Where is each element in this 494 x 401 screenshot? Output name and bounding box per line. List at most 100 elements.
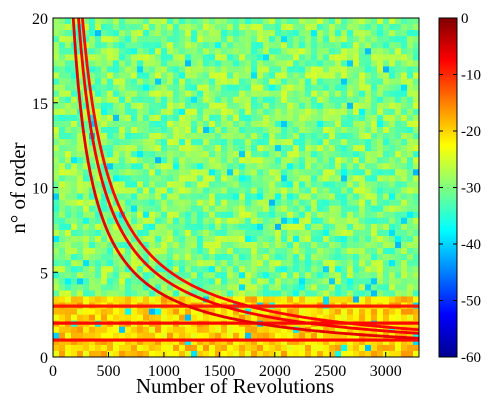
heatmap-cell: [233, 36, 240, 43]
heatmap-cell: [323, 169, 330, 176]
heatmap-cell: [317, 205, 324, 213]
heatmap-cell: [293, 284, 300, 292]
heatmap-cell: [65, 272, 72, 279]
heatmap-cell: [209, 314, 216, 322]
heatmap-cell: [245, 260, 252, 267]
heatmap-cell: [215, 284, 222, 292]
heatmap-cell: [281, 241, 288, 249]
heatmap-cell: [89, 248, 96, 255]
heatmap-cell: [173, 90, 180, 98]
heatmap-cell: [281, 133, 288, 140]
heatmap-cell: [65, 42, 72, 49]
heatmap-cell: [275, 181, 282, 189]
heatmap-cell: [293, 48, 300, 55]
heatmap-cell: [281, 151, 288, 158]
heatmap-cell: [179, 42, 186, 49]
heatmap-cell: [323, 54, 330, 61]
heatmap-cell: [383, 314, 390, 322]
heatmap-cell: [377, 126, 384, 134]
heatmap-cell: [257, 187, 264, 195]
heatmap-cell: [383, 278, 390, 285]
heatmap-cell: [263, 254, 270, 261]
heatmap-cell: [377, 175, 384, 183]
heatmap-cell: [149, 151, 156, 158]
heatmap-cell: [119, 157, 126, 164]
heatmap-cell: [119, 187, 126, 195]
heatmap-cell: [161, 199, 168, 207]
heatmap-cell: [287, 90, 294, 98]
heatmap-cell: [281, 211, 288, 219]
heatmap-cell: [377, 90, 384, 98]
heatmap-cell: [251, 314, 258, 322]
heatmap-cell: [389, 338, 396, 346]
heatmap-cell: [227, 223, 234, 231]
heatmap-cell: [383, 151, 390, 158]
heatmap-cell: [179, 169, 186, 176]
heatmap-cell: [119, 24, 126, 31]
heatmap-cell: [233, 296, 240, 304]
heatmap-cell: [407, 260, 414, 267]
heatmap-cell: [329, 350, 336, 357]
heatmap-cell: [395, 187, 402, 195]
heatmap-cell: [257, 126, 264, 134]
heatmap-cell: [299, 163, 306, 170]
heatmap-cell: [191, 133, 198, 140]
heatmap-cell: [401, 187, 408, 195]
heatmap-cell: [95, 266, 102, 273]
heatmap-cell: [245, 187, 252, 195]
heatmap-cell: [353, 108, 360, 116]
heatmap-cell: [119, 284, 126, 292]
heatmap-cell: [347, 223, 354, 231]
heatmap-cell: [191, 139, 198, 146]
heatmap-cell: [191, 24, 198, 31]
heatmap-cell: [167, 241, 174, 249]
heatmap-cell: [395, 54, 402, 61]
heatmap-cell: [233, 229, 240, 237]
heatmap-cell: [347, 169, 354, 176]
heatmap-cell: [233, 139, 240, 146]
heatmap-cell: [59, 229, 66, 237]
heatmap-cell: [407, 139, 414, 146]
heatmap-cell: [359, 181, 366, 189]
heatmap-cell: [401, 102, 408, 110]
heatmap-cell: [305, 169, 312, 176]
heatmap-cell: [341, 284, 348, 292]
heatmap-cell: [269, 260, 276, 267]
heatmap-cell: [179, 296, 186, 304]
heatmap-cell: [395, 254, 402, 261]
heatmap-cell: [77, 272, 84, 279]
heatmap-cell: [353, 187, 360, 195]
heatmap-cell: [317, 211, 324, 219]
heatmap-cell: [155, 54, 162, 61]
heatmap-cell: [155, 344, 162, 352]
heatmap-cell: [323, 284, 330, 292]
heatmap-cell: [359, 145, 366, 152]
heatmap-cell: [281, 175, 288, 183]
heatmap-cell: [143, 72, 150, 80]
heatmap-cell: [323, 235, 330, 243]
heatmap-cell: [155, 48, 162, 55]
heatmap-cell: [239, 169, 246, 176]
heatmap-cell: [383, 338, 390, 346]
heatmap-cell: [155, 42, 162, 49]
heatmap-cell: [197, 48, 204, 55]
heatmap-cell: [407, 151, 414, 158]
heatmap-cell: [353, 332, 360, 340]
heatmap-cell: [311, 181, 318, 189]
heatmap-cell: [155, 211, 162, 219]
heatmap-cell: [293, 175, 300, 183]
heatmap-cell: [407, 187, 414, 195]
heatmap-cell: [395, 308, 402, 316]
heatmap-cell: [269, 235, 276, 243]
heatmap-cell: [251, 284, 258, 292]
heatmap-cell: [221, 96, 228, 104]
heatmap-cell: [221, 205, 228, 213]
heatmap-cell: [59, 241, 66, 249]
heatmap-cell: [281, 72, 288, 80]
heatmap-cell: [347, 187, 354, 195]
heatmap-cell: [311, 254, 318, 261]
heatmap-cell: [65, 193, 72, 201]
heatmap-cell: [101, 42, 108, 49]
heatmap-cell: [209, 217, 216, 225]
heatmap-cell: [59, 260, 66, 267]
